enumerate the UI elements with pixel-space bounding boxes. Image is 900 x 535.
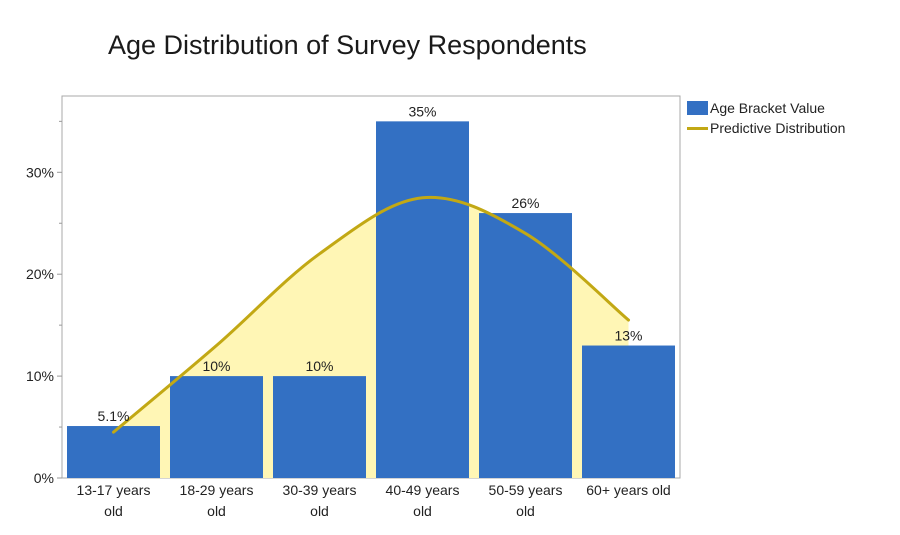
x-tick-label-line: old [413, 503, 432, 519]
data-label-5: 13% [614, 328, 642, 344]
legend-item-bars: Age Bracket Value [687, 98, 845, 118]
x-tick-label-line: old [516, 503, 535, 519]
data-label-1: 10% [202, 358, 230, 374]
data-label-4: 26% [511, 195, 539, 211]
x-tick-label-line: old [104, 503, 123, 519]
bar-0 [67, 426, 160, 478]
x-tick-label-1: 18-29 years old [180, 482, 254, 519]
legend: Age Bracket Value Predictive Distributio… [687, 98, 845, 138]
bar-2 [273, 376, 366, 478]
data-label-2: 10% [305, 358, 333, 374]
x-tick-label-line: 50-59 years [489, 482, 563, 498]
legend-label-bars: Age Bracket Value [710, 100, 825, 116]
legend-label-line: Predictive Distribution [710, 120, 846, 136]
x-tick-label-2: 30-39 years old [283, 482, 357, 519]
data-label-0: 5.1% [98, 408, 130, 424]
legend-item-line: Predictive Distribution [687, 118, 845, 138]
legend-bar-swatch-icon [687, 101, 708, 115]
bar-1 [170, 376, 263, 478]
x-tick-label-5: 60+ years old [586, 482, 670, 498]
x-tick-label-0: 13-17 years old [77, 482, 151, 519]
x-tick-label-line: 30-39 years [283, 482, 357, 498]
bar-5 [582, 345, 675, 478]
y-tick-label-1: 10% [26, 368, 54, 384]
data-label-3: 35% [408, 103, 436, 119]
y-tick-label-3: 30% [26, 164, 54, 180]
x-tick-label-4: 50-59 years old [489, 482, 563, 519]
bar-4 [479, 213, 572, 478]
x-tick-label-line: 18-29 years [180, 482, 254, 498]
chart-title: Age Distribution of Survey Respondents [108, 30, 587, 60]
x-tick-label-line: 13-17 years [77, 482, 151, 498]
y-tick-label-2: 20% [26, 266, 54, 282]
y-tick-label-0: 0% [34, 470, 54, 486]
x-tick-label-line: 40-49 years [386, 482, 460, 498]
legend-line-swatch-icon [687, 126, 708, 130]
x-tick-label-line: 60+ years old [586, 482, 670, 498]
bar-3 [376, 121, 469, 478]
predictive-line [112, 195, 630, 434]
x-tick-label-line: old [207, 503, 226, 519]
x-tick-label-line: old [310, 503, 329, 519]
x-tick-label-3: 40-49 years old [386, 482, 460, 519]
